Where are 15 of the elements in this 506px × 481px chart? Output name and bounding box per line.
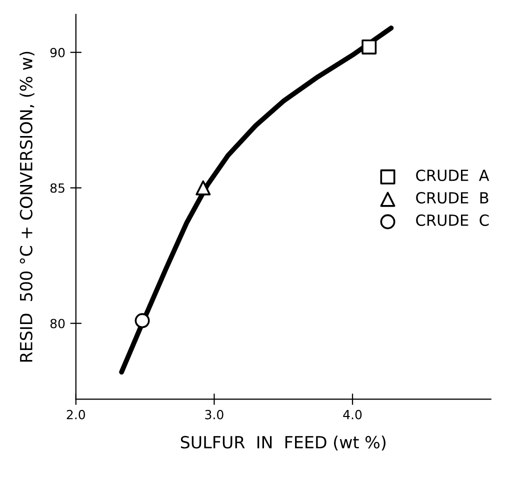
- x-tick-label: 2.0: [66, 410, 86, 420]
- x-axis-title: SULFUR IN FEED (wt %): [180, 436, 386, 450]
- legend-label: CRUDE C: [416, 214, 489, 226]
- x-tick-label: 3.0: [205, 410, 224, 420]
- legend-label: CRUDE A: [416, 170, 490, 182]
- legend-label: CRUDE B: [416, 192, 488, 204]
- point: [196, 180, 211, 196]
- line-series: [119, 26, 394, 375]
- y-tick-label: 90: [50, 48, 65, 58]
- y-axis-title: RESID 500 °C + CONVERSION, (% w): [20, 52, 34, 362]
- x-tick-label: 4.0: [343, 410, 362, 420]
- point: [134, 313, 150, 328]
- y-tick-label: 85: [50, 183, 64, 193]
- y-tick-label: 80: [50, 318, 65, 328]
- point: [362, 39, 377, 54]
